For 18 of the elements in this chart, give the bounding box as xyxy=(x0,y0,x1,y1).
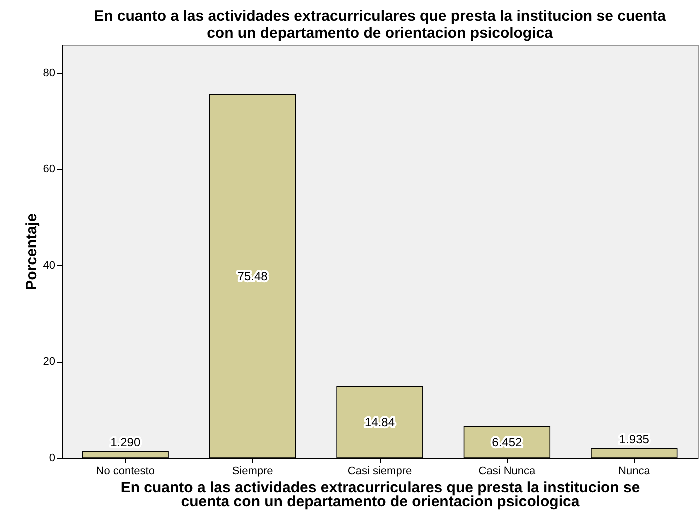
y-tick-label: 80 xyxy=(43,67,56,80)
y-tick-label: 60 xyxy=(43,164,56,176)
data-label: 75.48 xyxy=(238,269,268,284)
data-label: 1.290 xyxy=(110,436,141,450)
x-tick-label: Casi Nunca xyxy=(478,466,537,478)
y-tick-label: 20 xyxy=(43,356,56,368)
y-tick-label: 0 xyxy=(49,452,56,464)
data-label: 1.935 xyxy=(619,432,650,447)
data-label: 14.84 xyxy=(364,415,396,430)
x-tick-label: Nunca xyxy=(618,466,652,478)
x-axis-title: En cuanto a las actividades extracurriculares que presta la institucion se cuenta con un departamento de orientacion psicologica xyxy=(120,480,640,510)
chart-title: En cuanto a las actividades extracurriculares que presta la institucion se cuenta con un departamento de orientacion psicologica xyxy=(94,8,667,42)
y-axis-title: Porcentaje xyxy=(23,214,40,290)
x-tick-label: No contesto xyxy=(96,466,155,478)
data-label: 6.452 xyxy=(492,435,523,450)
x-tick-label: Casi siempre xyxy=(348,466,412,478)
x-tick-label: Siempre xyxy=(232,466,274,478)
y-tick-label: 40 xyxy=(43,260,56,272)
